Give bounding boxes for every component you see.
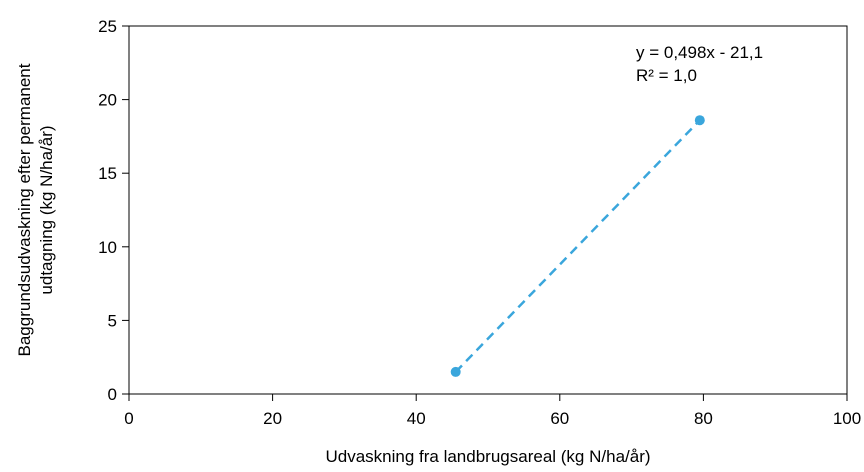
y-tick-label: 20 [98,91,117,110]
y-axis-title-line-2: udtagning (kg N/ha/år) [37,125,56,294]
y-tick-label: 5 [108,311,117,330]
data-point [694,115,705,126]
x-axis-title: Udvaskning fra landbrugsareal (kg N/ha/å… [325,447,650,466]
series-layer [450,115,705,377]
y-axis-title-line-1: Baggrundsudvaskning efter permanent [15,63,34,356]
x-tick-label: 80 [694,409,713,428]
plot-frame [128,25,848,395]
x-tick-label: 60 [550,409,569,428]
x-tick-label: 0 [124,409,133,428]
y-tick-label: 10 [98,238,117,257]
r-squared-label: R² = 1,0 [636,66,697,85]
y-axis: 0 5 10 15 20 25 [98,17,129,404]
trendline [454,119,701,373]
x-axis: 0 20 40 60 80 100 [124,394,861,428]
x-tick-label: 40 [407,409,426,428]
plot-area-border [128,25,848,395]
trendline-equation: y = 0,498x - 21,1 [636,43,763,62]
y-tick-label: 25 [98,17,117,36]
y-tick-label: 15 [98,164,117,183]
x-tick-label: 100 [833,409,861,428]
data-point [450,366,461,377]
y-tick-label: 0 [108,385,117,404]
x-tick-label: 20 [263,409,282,428]
